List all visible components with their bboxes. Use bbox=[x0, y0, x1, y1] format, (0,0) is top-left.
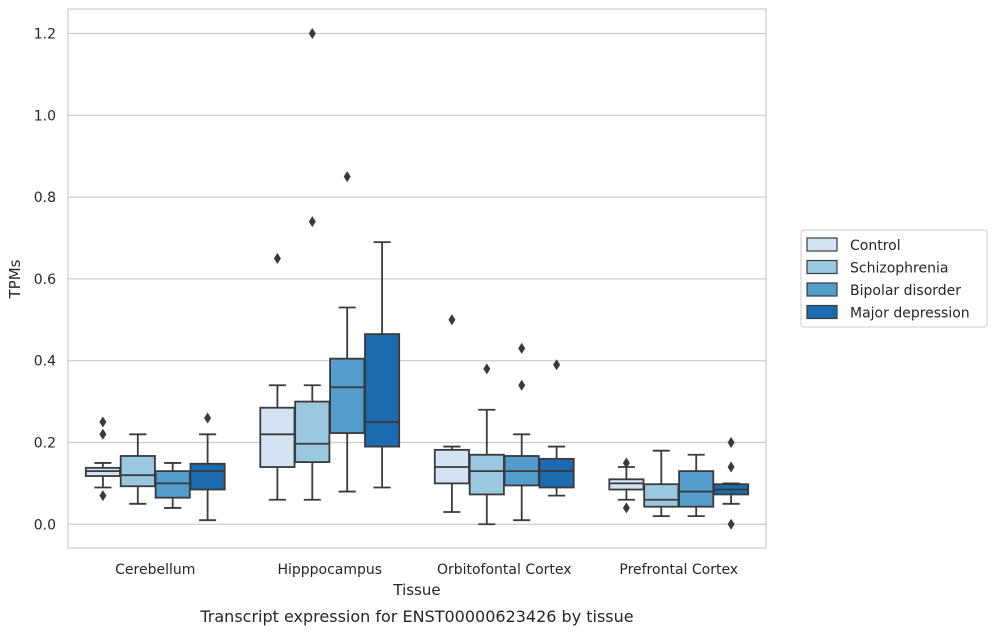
outlier-point bbox=[622, 457, 630, 469]
outlier-point bbox=[727, 461, 735, 473]
outlier-point bbox=[99, 428, 107, 440]
box bbox=[329, 357, 366, 434]
outlier-point bbox=[483, 363, 491, 375]
legend-swatch bbox=[806, 237, 838, 252]
box-group bbox=[154, 462, 191, 509]
x-tick-label: Cerebellum bbox=[115, 562, 195, 578]
y-tick-label: 0.4 bbox=[34, 354, 56, 370]
legend-swatch bbox=[806, 304, 838, 320]
boxes-layer bbox=[84, 28, 750, 530]
box bbox=[643, 483, 680, 508]
legend: Control Schizophrenia Bipolar disorder Majo… bbox=[800, 229, 988, 328]
x-tick-labels: Cerebellum Hipppocampus Orbitofontal Corte… bbox=[115, 562, 738, 578]
y-tick-label: 0.0 bbox=[34, 517, 56, 533]
box bbox=[364, 333, 401, 448]
y-axis-title: TPMs bbox=[6, 259, 24, 299]
box-group bbox=[608, 457, 645, 514]
x-tick-label: Hipppocampus bbox=[277, 562, 382, 578]
box bbox=[189, 462, 226, 491]
box bbox=[154, 470, 191, 499]
box-group bbox=[294, 28, 331, 501]
legend-label: Bipolar disorder bbox=[850, 283, 961, 299]
box bbox=[259, 406, 296, 468]
box-group bbox=[189, 412, 226, 522]
y-tick-label: 1.2 bbox=[34, 27, 56, 43]
outlier-point bbox=[622, 502, 630, 514]
x-axis-title: Tissue bbox=[392, 581, 440, 599]
outlier-point bbox=[99, 490, 107, 502]
plot-frame bbox=[67, 8, 767, 549]
y-tick-label: 0.6 bbox=[34, 272, 56, 288]
outlier-point bbox=[308, 28, 316, 40]
y-tick-label: 1.0 bbox=[34, 108, 56, 124]
y-tick-label: 0.2 bbox=[34, 435, 56, 451]
box-group bbox=[259, 252, 296, 501]
outlier-point bbox=[204, 412, 212, 424]
outlier-point bbox=[343, 171, 351, 183]
legend-swatch bbox=[806, 282, 838, 297]
chart-caption: Transcript expression for ENST0000062342… bbox=[199, 607, 633, 626]
outlier-point bbox=[518, 342, 526, 354]
outlier-point bbox=[273, 252, 281, 264]
box bbox=[608, 478, 645, 491]
legend-label: Schizophrenia bbox=[850, 261, 948, 277]
y-tick-label: 0.8 bbox=[34, 190, 56, 206]
outlier-point bbox=[99, 416, 107, 428]
legend-label: Major depression bbox=[850, 306, 970, 322]
legend-label: Control bbox=[850, 238, 901, 254]
y-tick-labels: 0.0 0.2 0.4 0.6 0.8 1.0 1.2 bbox=[34, 27, 56, 534]
box-group bbox=[678, 453, 715, 518]
x-tick-label: Prefrontal Cortex bbox=[619, 562, 738, 578]
outlier-point bbox=[308, 216, 316, 228]
outlier-point bbox=[727, 518, 735, 530]
box-group bbox=[364, 241, 401, 489]
outlier-point bbox=[448, 314, 456, 326]
box-group bbox=[329, 171, 366, 493]
box bbox=[294, 400, 331, 464]
box bbox=[538, 457, 575, 489]
box-group bbox=[84, 416, 121, 502]
box bbox=[468, 453, 505, 496]
outlier-point bbox=[553, 359, 561, 371]
outlier-point bbox=[518, 379, 526, 391]
legend-frame bbox=[800, 229, 988, 328]
x-tick-label: Orbitofontal Cortex bbox=[437, 562, 572, 578]
box-group bbox=[538, 359, 575, 497]
box bbox=[678, 470, 715, 508]
box-group bbox=[468, 363, 505, 526]
box-group bbox=[713, 436, 750, 530]
legend-swatch bbox=[806, 259, 838, 275]
box bbox=[119, 455, 156, 488]
gridlines bbox=[68, 32, 766, 525]
outlier-point bbox=[727, 436, 735, 448]
box-group bbox=[433, 314, 470, 513]
